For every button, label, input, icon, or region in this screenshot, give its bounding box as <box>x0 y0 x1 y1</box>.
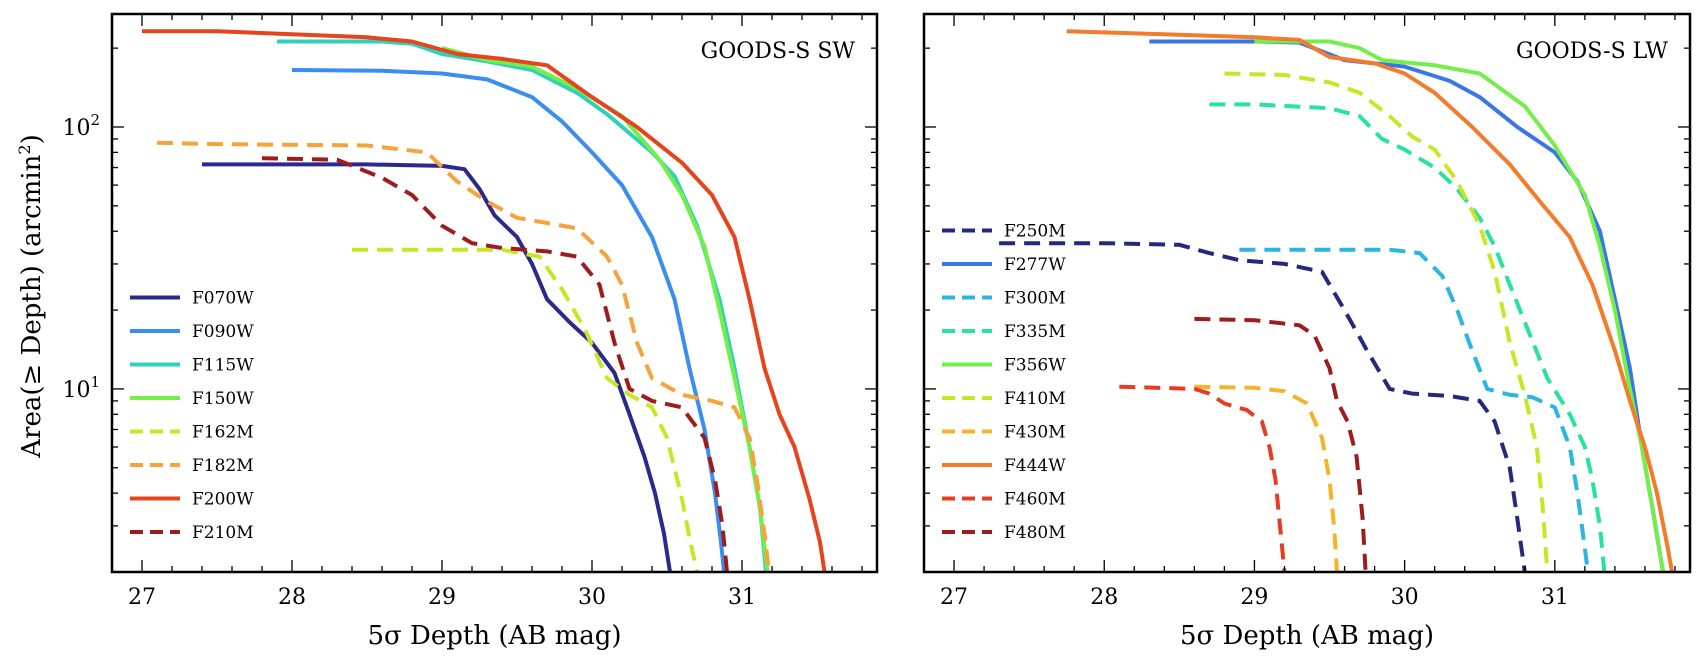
series-line-f150w <box>441 46 770 572</box>
legend-label-f444w: F444W <box>1004 456 1066 476</box>
legend: F250M F277W F300M F335M F356W F410M F430M F444W… <box>942 222 1066 543</box>
legend-label-f410m: F410M <box>1004 389 1066 409</box>
legend-label-f182m: F182M <box>192 456 254 476</box>
panel-title: GOODS-S SW <box>701 39 856 64</box>
plot-frame <box>922 12 1692 574</box>
series-line-f162m <box>352 247 699 572</box>
y-tick-label: 101 <box>62 373 100 403</box>
legend-label-f300m: F300M <box>1004 289 1066 309</box>
series-line-f480m <box>1194 316 1368 572</box>
legend-label-f210m: F210M <box>192 523 254 543</box>
x-tick-label: 27 <box>940 585 968 610</box>
panel-goods-s-sw: 27 28 29 30 31 101 102 GOODS-S SW 5σ Depth (AB m… <box>62 12 879 651</box>
legend-label-f480m: F480M <box>1004 523 1066 543</box>
panel-title: GOODS-S LW <box>1516 39 1668 64</box>
series-line-f070w <box>202 162 672 572</box>
series-line-f460m <box>1119 384 1287 572</box>
legend: F070W F090W F115W F150W F162M F182M F200W F210M <box>130 289 254 543</box>
plot-frame <box>110 12 879 574</box>
series-line-f430m <box>1194 384 1339 572</box>
x-tick-label: 29 <box>428 585 456 610</box>
series-line-f335m <box>1209 102 1607 572</box>
x-tick-label: 28 <box>1090 585 1118 610</box>
series-line-f410m <box>1224 71 1550 572</box>
legend-label-f356w: F356W <box>1004 356 1066 376</box>
x-tick-label: 31 <box>728 585 756 610</box>
series-line-f115w <box>277 39 768 572</box>
panel-goods-s-lw: 27 28 29 30 31 GOODS-S LW 5σ Depth (AB mag) F25… <box>922 12 1692 651</box>
x-tick-label: 30 <box>1391 585 1419 610</box>
legend-label-f200w: F200W <box>192 490 254 510</box>
y-tick-label: 102 <box>62 111 100 141</box>
x-axis-label: 5σ Depth (AB mag) <box>367 621 621 651</box>
series-line-f250m <box>999 241 1527 572</box>
legend-label-f070w: F070W <box>192 289 254 309</box>
legend-label-f090w: F090W <box>192 322 254 342</box>
series-line-f182m <box>156 140 771 572</box>
legend-label-f162m: F162M <box>192 423 254 443</box>
x-tick-label: 27 <box>128 585 156 610</box>
legend-label-f150w: F150W <box>192 389 254 409</box>
x-tick-label: 29 <box>1240 585 1268 610</box>
series-line-f444w <box>1066 29 1674 572</box>
series-line-f210m <box>261 156 729 572</box>
legend-label-f250m: F250M <box>1004 222 1066 242</box>
series-group <box>999 29 1674 572</box>
legend-label-f277w: F277W <box>1004 255 1066 275</box>
series-line-f200w <box>142 29 827 572</box>
x-tick-label: 30 <box>578 585 606 610</box>
x-tick-label: 28 <box>278 585 306 610</box>
series-line-f300m <box>1239 247 1590 572</box>
series-line-f277w <box>1149 39 1665 572</box>
series-group <box>142 29 827 572</box>
x-tick-label: 31 <box>1541 585 1569 610</box>
y-axis-label: Area(≥ Depth) (arcmin2) <box>15 134 47 458</box>
legend-label-f115w: F115W <box>192 356 254 376</box>
legend-label-f460m: F460M <box>1004 490 1066 510</box>
legend-label-f430m: F430M <box>1004 423 1066 443</box>
legend-label-f335m: F335M <box>1004 322 1066 342</box>
x-axis-label: 5σ Depth (AB mag) <box>1180 621 1434 651</box>
